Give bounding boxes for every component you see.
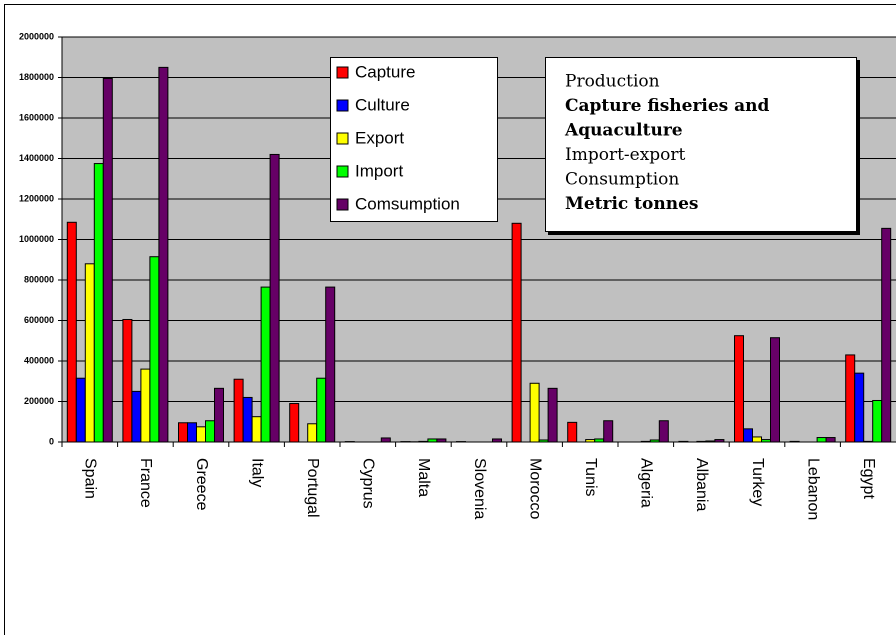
bar	[122, 318, 133, 443]
x-tick-label: Algeria	[638, 458, 655, 508]
y-tick-label: 600000	[24, 315, 54, 325]
bar	[131, 390, 142, 443]
bar	[242, 396, 253, 443]
x-tick-label: Malta	[415, 458, 432, 497]
bar	[233, 378, 244, 443]
y-tick-label: 800000	[24, 274, 54, 284]
legend-label: Export	[355, 128, 404, 147]
annotation-box	[545, 57, 857, 232]
bar	[743, 428, 753, 443]
bar	[752, 436, 762, 443]
bar	[251, 416, 262, 443]
bar	[854, 372, 865, 443]
x-tick-label: Italy	[248, 458, 265, 487]
y-tick-label: 200000	[24, 396, 54, 406]
bar	[529, 382, 540, 443]
bar	[511, 222, 522, 443]
annotation-line: Metric tonnes	[565, 194, 698, 214]
x-tick-label: Greece	[193, 458, 210, 511]
y-tick-label: 1800000	[19, 72, 54, 82]
x-tick-label: Egypt	[860, 458, 877, 499]
annotation-line: Capture fisheries and	[565, 96, 770, 116]
bar	[260, 286, 271, 443]
y-tick-label: 2000000	[19, 31, 54, 41]
x-tick-label: Portugal	[304, 458, 321, 518]
legend-label: Culture	[355, 95, 410, 114]
bar	[881, 227, 892, 443]
annotation-line: Production	[565, 72, 660, 92]
legend-swatch	[336, 165, 349, 178]
bar	[205, 420, 215, 443]
bar	[316, 377, 327, 443]
bar	[567, 421, 578, 443]
bar	[158, 66, 169, 443]
annotation-line: Aquaculture	[564, 121, 683, 141]
bar	[93, 163, 104, 443]
bar	[66, 221, 77, 443]
bar	[84, 263, 95, 443]
y-tick-label: 1200000	[19, 193, 54, 203]
bar	[75, 377, 86, 443]
bar	[872, 399, 883, 443]
x-tick-label: Lebanon	[804, 458, 821, 520]
bar	[603, 420, 614, 443]
bar	[380, 437, 391, 443]
x-tick-label: Albania	[693, 458, 710, 511]
bar	[845, 354, 856, 443]
bar	[770, 337, 780, 443]
bar	[149, 256, 160, 443]
x-tick-label: France	[137, 458, 154, 508]
bar	[325, 286, 336, 443]
annotation-line: Consumption	[565, 170, 679, 190]
y-tick-label: 400000	[24, 355, 54, 365]
bar	[269, 153, 280, 443]
legend-swatch	[336, 66, 349, 79]
bar	[825, 437, 836, 443]
y-tick-label: 1400000	[19, 153, 54, 163]
bar	[307, 423, 318, 443]
legend-swatch	[336, 198, 349, 211]
annotation-line: Import-export	[565, 145, 686, 165]
bar	[178, 422, 188, 443]
bar	[289, 403, 300, 443]
y-tick-label: 1600000	[19, 112, 54, 122]
bar	[547, 387, 558, 443]
bar	[658, 420, 669, 443]
bar	[187, 422, 197, 443]
x-tick-label: Cyprus	[360, 458, 377, 509]
x-tick-label: Slovenia	[471, 458, 488, 519]
x-tick-label: Morocco	[526, 458, 543, 519]
legend-label: Capture	[355, 62, 415, 81]
x-tick-label: Tunis	[582, 458, 599, 497]
legend-label: Comsumption	[355, 194, 460, 213]
bar	[140, 368, 151, 443]
bar	[734, 335, 744, 443]
legend-label: Import	[355, 161, 403, 180]
bar	[196, 426, 206, 443]
bar	[816, 437, 827, 443]
x-tick-label: Spain	[82, 458, 99, 499]
y-tick-label: 0	[49, 436, 54, 446]
legend-swatch	[336, 99, 349, 112]
x-tick-label: Turkey	[749, 458, 766, 506]
legend-box	[330, 57, 498, 222]
bar	[102, 78, 113, 443]
bar	[214, 387, 224, 443]
y-tick-label: 1000000	[19, 234, 54, 244]
legend-swatch	[336, 132, 349, 145]
